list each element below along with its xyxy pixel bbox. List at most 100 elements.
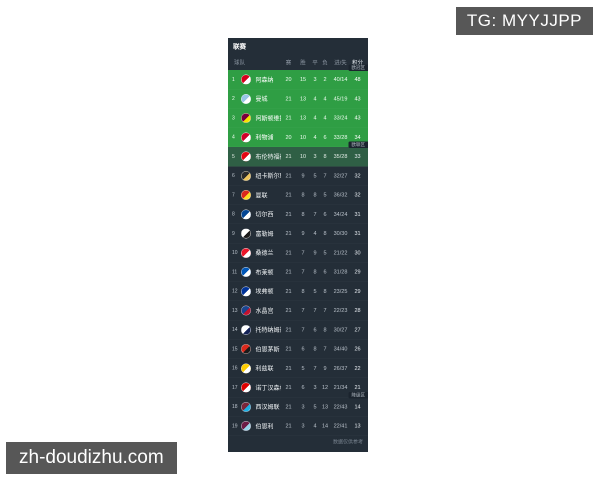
team-name: 利物浦: [255, 134, 274, 142]
loss-value: 6: [323, 134, 327, 141]
win-value: 7: [301, 326, 305, 333]
points-value: 31: [354, 211, 361, 218]
win-value: 7: [301, 249, 305, 256]
team-crest-icon: [241, 344, 251, 355]
site-watermark[interactable]: zh-doudizhu.com: [6, 442, 177, 474]
rank-number: 6: [232, 173, 235, 179]
team-crest-icon: [241, 170, 251, 181]
table-row[interactable]: 1 阿森纳 20 15 3 2 40/14 48 欧冠区: [228, 64, 368, 90]
table-row[interactable]: 12 埃弗顿 21 8 5 8 23/25 29: [228, 281, 368, 301]
draw-value: 7: [313, 365, 317, 372]
table-row[interactable]: 16 利兹联 21 5 7 9 26/37 22: [228, 358, 368, 378]
goals-value: 34/24: [333, 211, 348, 218]
table-row[interactable]: 4 利物浦 20 10 4 6 33/28 34: [228, 127, 368, 147]
team-crest-icon: [241, 286, 251, 297]
played-value: 21: [285, 95, 292, 102]
table-row[interactable]: 10 桑德兰 21 7 9 5 21/22 30: [228, 243, 368, 263]
table-footer-note: 数据仅供参考: [333, 439, 363, 445]
rank-number: 8: [232, 211, 235, 218]
team-crest-icon: [241, 93, 251, 104]
team-crest-icon: [241, 113, 251, 124]
draw-value: 9: [313, 249, 317, 256]
team-crest-icon: [241, 382, 251, 393]
team-name: 切尔西: [255, 211, 274, 219]
loss-value: 6: [323, 211, 327, 218]
played-value: 21: [285, 307, 292, 314]
played-value: 21: [285, 192, 292, 199]
draw-value: 4: [313, 230, 317, 237]
table-row[interactable]: 6 纽卡斯尔联 21 9 5 7 32/27 32: [228, 166, 368, 186]
table-row[interactable]: 18 西汉姆联 21 3 5 13 22/43 14 降级区: [228, 391, 368, 417]
table-row[interactable]: 5 布伦特福德 21 10 3 8 35/28 33 欧联区: [228, 141, 368, 167]
column-header-played: 赛: [285, 60, 292, 66]
win-value: 13: [299, 115, 307, 122]
team-name: 托特纳姆热刺: [255, 326, 282, 334]
rank-number: 18: [232, 404, 238, 410]
draw-value: 8: [313, 346, 317, 353]
loss-value: 8: [323, 153, 327, 160]
team-crest-icon: [241, 74, 251, 85]
table-row[interactable]: 15 伯恩茅斯 21 6 8 7 34/40 26: [228, 339, 368, 359]
win-value: 13: [299, 95, 307, 102]
table-row[interactable]: 3 阿斯顿维拉 21 13 4 4 33/24 43: [228, 108, 368, 128]
played-value: 21: [285, 365, 292, 372]
loss-value: 9: [323, 365, 327, 372]
draw-value: 5: [313, 403, 317, 410]
team-name: 西汉姆联: [255, 403, 280, 411]
goals-value: 34/40: [333, 346, 348, 353]
loss-value: 4: [323, 95, 327, 102]
points-value: 34: [354, 134, 361, 141]
draw-value: 5: [313, 172, 317, 179]
league-table-panel: 联赛 球队 赛 胜 平 负 进/失 积分 1 阿森纳 20 15 3 2 40/…: [228, 38, 368, 452]
played-value: 21: [285, 269, 292, 276]
table-row[interactable]: 14 托特纳姆热刺 21 7 6 8 30/27 27: [228, 320, 368, 340]
team-name: 桑德兰: [255, 249, 274, 257]
goals-value: 33/24: [333, 115, 348, 122]
draw-value: 8: [313, 269, 317, 276]
win-value: 8: [301, 192, 305, 199]
played-value: 21: [285, 115, 292, 122]
goals-value: 21/22: [333, 249, 348, 256]
rank-number: 7: [232, 192, 235, 198]
column-header-points: 积分: [352, 60, 363, 66]
points-value: 31: [354, 230, 361, 237]
tg-contact-badge[interactable]: TG: MYYJJPP: [455, 7, 593, 35]
draw-value: 3: [313, 384, 317, 391]
loss-value: 12: [321, 384, 329, 391]
team-crest-icon: [241, 190, 251, 201]
points-value: 32: [354, 172, 361, 179]
team-crest-icon: [241, 151, 251, 162]
loss-value: 7: [323, 307, 327, 314]
draw-value: 6: [313, 326, 317, 333]
draw-value: 4: [313, 115, 317, 122]
played-value: 21: [285, 211, 292, 218]
table-row[interactable]: 2 曼城 21 13 4 4 45/19 43: [228, 89, 368, 109]
points-value: 32: [354, 192, 361, 199]
table-row[interactable]: 7 曼联 21 8 8 5 36/32 32: [228, 185, 368, 205]
table-row[interactable]: 11 布莱顿 21 7 8 6 31/28 29: [228, 262, 368, 282]
points-value: 27: [354, 326, 361, 333]
table-row[interactable]: 9 富勒姆 21 9 4 8 30/30 31: [228, 224, 368, 244]
loss-value: 2: [323, 76, 327, 83]
draw-value: 5: [313, 288, 317, 295]
draw-value: 4: [313, 423, 317, 430]
win-value: 9: [301, 172, 305, 179]
points-value: 28: [354, 307, 361, 314]
win-value: 15: [299, 76, 307, 83]
table-row[interactable]: 13 水晶宫 21 7 7 7 22/23 28: [228, 301, 368, 321]
table-row[interactable]: 8 切尔西 21 8 7 6 34/24 31: [228, 204, 368, 224]
draw-value: 4: [313, 134, 317, 141]
table-row[interactable]: 17 诺丁汉森林 21 6 3 12 21/34 21: [228, 378, 368, 398]
team-name: 水晶宫: [255, 307, 274, 315]
loss-value: 13: [321, 403, 329, 410]
rank-number: 19: [232, 423, 238, 429]
points-value: 29: [354, 288, 361, 295]
panel-title: 联赛: [233, 42, 247, 51]
rank-number: 11: [232, 269, 238, 275]
points-value: 33: [354, 153, 361, 160]
table-row[interactable]: 19 伯恩利 21 3 4 14 22/41 13: [228, 416, 368, 436]
win-value: 6: [301, 384, 305, 391]
points-value: 22: [354, 365, 361, 372]
win-value: 8: [301, 211, 305, 218]
table-body: 1 阿森纳 20 15 3 2 40/14 48 欧冠区 2 曼城 21 13 …: [228, 64, 368, 436]
